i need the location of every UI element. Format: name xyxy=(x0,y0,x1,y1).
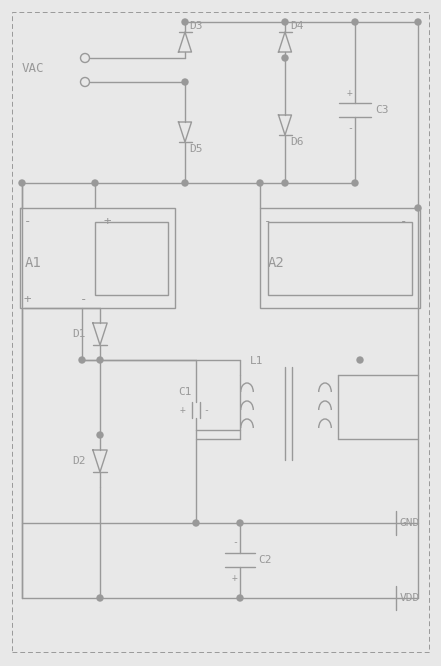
Text: +: + xyxy=(232,573,238,583)
Circle shape xyxy=(237,595,243,601)
Text: -: - xyxy=(347,123,353,133)
Circle shape xyxy=(182,79,188,85)
Text: +: + xyxy=(180,405,186,415)
Text: VAC: VAC xyxy=(22,63,45,75)
Text: +: + xyxy=(103,216,111,228)
Text: -: - xyxy=(80,294,87,306)
Text: -: - xyxy=(400,216,407,228)
Circle shape xyxy=(352,19,358,25)
Bar xyxy=(268,222,412,295)
Circle shape xyxy=(182,19,188,25)
Circle shape xyxy=(92,180,98,186)
Circle shape xyxy=(352,180,358,186)
Text: C2: C2 xyxy=(258,555,272,565)
Text: L1: L1 xyxy=(250,356,264,366)
Text: -: - xyxy=(232,537,238,547)
Text: GND: GND xyxy=(400,518,420,528)
Circle shape xyxy=(97,432,103,438)
Circle shape xyxy=(237,520,243,526)
Text: D6: D6 xyxy=(290,137,303,147)
Text: VDD: VDD xyxy=(400,593,420,603)
Bar xyxy=(20,208,175,308)
Circle shape xyxy=(357,357,363,363)
Circle shape xyxy=(193,520,199,526)
Text: +: + xyxy=(24,294,31,306)
Bar xyxy=(95,222,168,295)
Text: A2: A2 xyxy=(268,256,285,270)
Text: D3: D3 xyxy=(189,21,202,31)
Circle shape xyxy=(415,19,421,25)
Circle shape xyxy=(282,180,288,186)
Circle shape xyxy=(282,55,288,61)
Text: A1: A1 xyxy=(25,256,42,270)
Circle shape xyxy=(282,19,288,25)
Circle shape xyxy=(415,205,421,211)
Circle shape xyxy=(257,180,263,186)
Text: -: - xyxy=(203,405,209,415)
Text: D2: D2 xyxy=(72,456,86,466)
Text: +: + xyxy=(347,88,353,98)
Text: D1: D1 xyxy=(72,329,86,339)
Text: C3: C3 xyxy=(375,105,389,115)
Circle shape xyxy=(97,357,103,363)
Circle shape xyxy=(79,357,85,363)
Circle shape xyxy=(97,595,103,601)
Text: D5: D5 xyxy=(189,144,202,154)
Text: D4: D4 xyxy=(290,21,303,31)
Text: C1: C1 xyxy=(178,387,191,397)
Text: -: - xyxy=(24,216,31,228)
Text: -: - xyxy=(264,216,272,228)
Circle shape xyxy=(19,180,25,186)
Circle shape xyxy=(182,180,188,186)
Bar xyxy=(260,208,420,308)
